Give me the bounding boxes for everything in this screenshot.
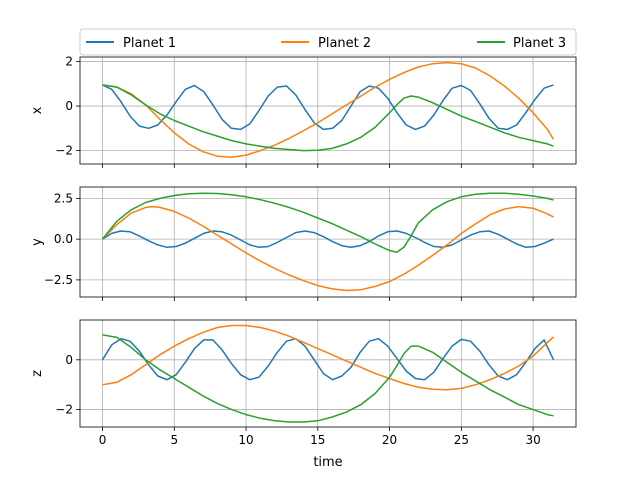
y-tick-label: 0.0 bbox=[54, 232, 73, 246]
legend-label-planet-1: Planet 1 bbox=[123, 36, 176, 51]
series-line-planet-3 bbox=[101, 192, 554, 253]
x-tick-label: 15 bbox=[310, 433, 325, 447]
y-axis-label: x bbox=[30, 106, 45, 114]
subplots: −2 0 2 x −2.5 0.0 2.5 y 0 5 10 15 20 25 30 −2 0 z time bbox=[30, 54, 577, 470]
y-tick-label: −2 bbox=[55, 144, 73, 158]
x-tick-label: 20 bbox=[382, 433, 397, 447]
y-tick-label: 0 bbox=[65, 353, 73, 367]
y-tick-label: 2 bbox=[65, 54, 73, 68]
axes-frame bbox=[79, 56, 577, 165]
legend-label-planet-3: Planet 3 bbox=[513, 36, 566, 51]
x-tick-label: 5 bbox=[170, 433, 178, 447]
x-axis-label: time bbox=[313, 455, 342, 470]
subplot-2: −2.5 0.0 2.5 y bbox=[30, 186, 577, 301]
y-tick-label: 0 bbox=[65, 99, 73, 113]
axes-frame bbox=[79, 186, 577, 298]
y-tick-label: −2 bbox=[55, 403, 73, 417]
subplot-1: −2 0 2 x bbox=[30, 54, 577, 168]
series-line-planet-2 bbox=[102, 324, 555, 391]
x-tick-label: 25 bbox=[454, 433, 469, 447]
y-tick-label: −2.5 bbox=[44, 273, 73, 287]
y-axis-label: z bbox=[30, 370, 45, 377]
x-tick-label: 10 bbox=[238, 433, 253, 447]
series-line-planet-1 bbox=[101, 337, 555, 381]
y-axis-label: y bbox=[30, 238, 45, 246]
x-tick-label: 0 bbox=[99, 433, 107, 447]
axes-frame bbox=[79, 319, 577, 428]
y-tick-label: 2.5 bbox=[54, 191, 73, 205]
legend-label-planet-2: Planet 2 bbox=[318, 36, 371, 51]
series-line-planet-2 bbox=[102, 61, 555, 159]
legend: Planet 1 Planet 2 Planet 3 bbox=[79, 28, 577, 56]
legend-frame bbox=[79, 28, 577, 56]
subplot-3: 0 5 10 15 20 25 30 −2 0 z time bbox=[30, 319, 577, 470]
x-tick-label: 30 bbox=[525, 433, 540, 447]
series-line-planet-1 bbox=[102, 84, 554, 131]
series-line-planet-1 bbox=[102, 230, 554, 249]
series-line-planet-3 bbox=[102, 84, 554, 152]
series-line-planet-3 bbox=[102, 334, 554, 423]
series-line-planet-2 bbox=[101, 205, 554, 292]
